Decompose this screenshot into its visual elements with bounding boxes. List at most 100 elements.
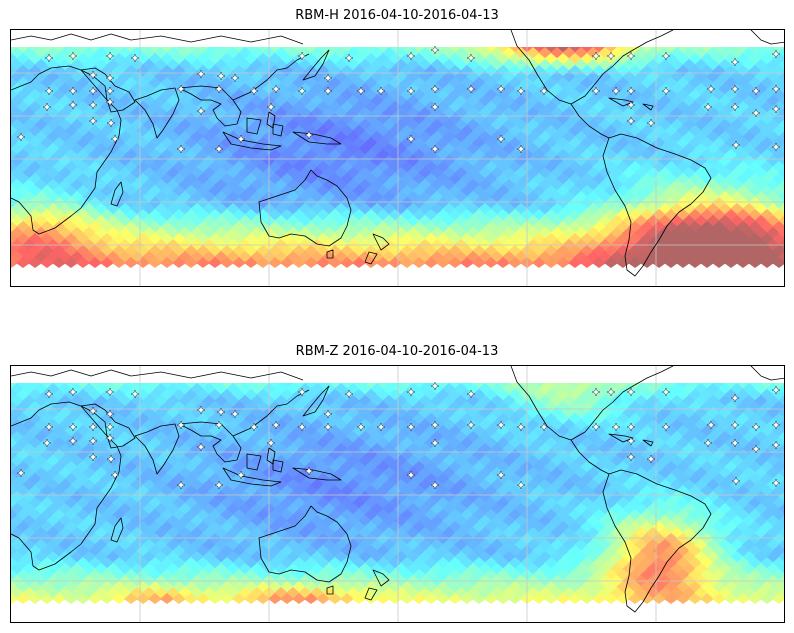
coastline — [510, 30, 674, 105]
field-cell — [11, 101, 18, 113]
field-cell — [772, 245, 784, 257]
field-cell — [784, 233, 785, 245]
field-cell — [772, 197, 784, 209]
field-cell — [280, 47, 294, 53]
coastline — [272, 123, 284, 137]
field-cell — [256, 47, 270, 53]
field-cell — [100, 383, 114, 389]
field-cell — [778, 383, 784, 395]
station-marker — [196, 106, 206, 116]
field-cell — [436, 47, 450, 53]
field-cell — [11, 173, 18, 185]
field-cell — [40, 383, 54, 389]
field-cell — [352, 47, 366, 53]
field-cell — [196, 47, 210, 53]
field-cell — [784, 113, 785, 125]
field-cell — [376, 257, 390, 268]
field-cell — [778, 131, 784, 143]
field-cell — [724, 383, 738, 389]
field-cell — [11, 137, 18, 149]
field-cell — [532, 47, 546, 53]
field-cell — [784, 257, 785, 268]
station-marker — [730, 57, 740, 67]
station-marker — [661, 51, 671, 61]
field-cell — [772, 257, 784, 268]
field-cell — [778, 191, 784, 203]
field-cell — [772, 401, 784, 413]
field-cell — [340, 257, 354, 268]
field-cell — [88, 257, 102, 268]
field-cell — [124, 47, 138, 53]
station-marker — [591, 51, 601, 61]
field-cell — [568, 257, 582, 268]
panel-title: RBM-H 2016-04-10-2016-04-13 — [295, 8, 499, 23]
field-cell — [268, 257, 282, 268]
coastline — [178, 85, 242, 127]
field-cell — [196, 257, 210, 268]
field-cell — [712, 47, 726, 53]
station-marker — [611, 86, 621, 96]
field-cell — [700, 257, 714, 268]
stations — [16, 45, 784, 154]
field-cell — [688, 47, 702, 53]
field-cell — [772, 413, 784, 425]
field-cell — [778, 419, 784, 431]
field-cell — [784, 449, 785, 461]
field-cell — [424, 257, 438, 268]
field-cell — [52, 47, 66, 53]
field-cell — [11, 401, 18, 413]
station-marker — [176, 84, 186, 94]
field-cell — [604, 47, 618, 53]
field-cell — [400, 47, 414, 53]
field-cell — [28, 257, 42, 268]
field-cell — [64, 257, 78, 268]
field-cell — [592, 383, 606, 389]
field-cell — [748, 257, 762, 268]
field-cell — [772, 545, 784, 557]
field-cell — [11, 545, 18, 557]
field-cell — [280, 383, 294, 389]
graticule — [11, 30, 784, 286]
field-cell — [472, 383, 486, 389]
field-cell — [664, 383, 678, 389]
field-cell — [772, 77, 784, 89]
field-cell — [784, 65, 785, 77]
field-cell — [124, 383, 138, 389]
field-cell — [160, 257, 174, 268]
field-cell — [772, 437, 784, 449]
field-cell — [784, 383, 785, 389]
field-cell — [244, 383, 258, 389]
field-cell — [784, 161, 785, 173]
field-cell — [688, 257, 702, 268]
data-field — [11, 383, 785, 604]
field-cell — [508, 257, 522, 268]
field-cell — [778, 407, 784, 419]
field-cell — [220, 257, 234, 268]
coastline — [608, 97, 634, 107]
field-cell — [784, 89, 785, 101]
station-marker — [430, 144, 440, 154]
field-cell — [784, 521, 785, 533]
field-cell — [556, 47, 570, 53]
field-cell — [784, 137, 785, 149]
field-cell — [772, 47, 784, 53]
field-cell — [784, 53, 785, 65]
field-cell — [352, 383, 366, 389]
field-cell — [748, 383, 762, 389]
field-cell — [778, 551, 784, 563]
field-cell — [412, 257, 426, 268]
field-cell — [568, 383, 582, 389]
station-marker — [44, 53, 54, 63]
field-cell — [136, 257, 150, 268]
field-cell — [580, 383, 594, 389]
field-cell — [616, 47, 630, 53]
field-cell — [28, 383, 42, 389]
coastline — [750, 30, 784, 45]
field-cell — [748, 47, 762, 53]
field-cell — [784, 437, 785, 449]
field-cell — [100, 47, 114, 53]
field-cell — [784, 497, 785, 509]
field-cell — [292, 47, 306, 53]
field-cell — [364, 383, 378, 389]
field-cell — [280, 257, 294, 268]
